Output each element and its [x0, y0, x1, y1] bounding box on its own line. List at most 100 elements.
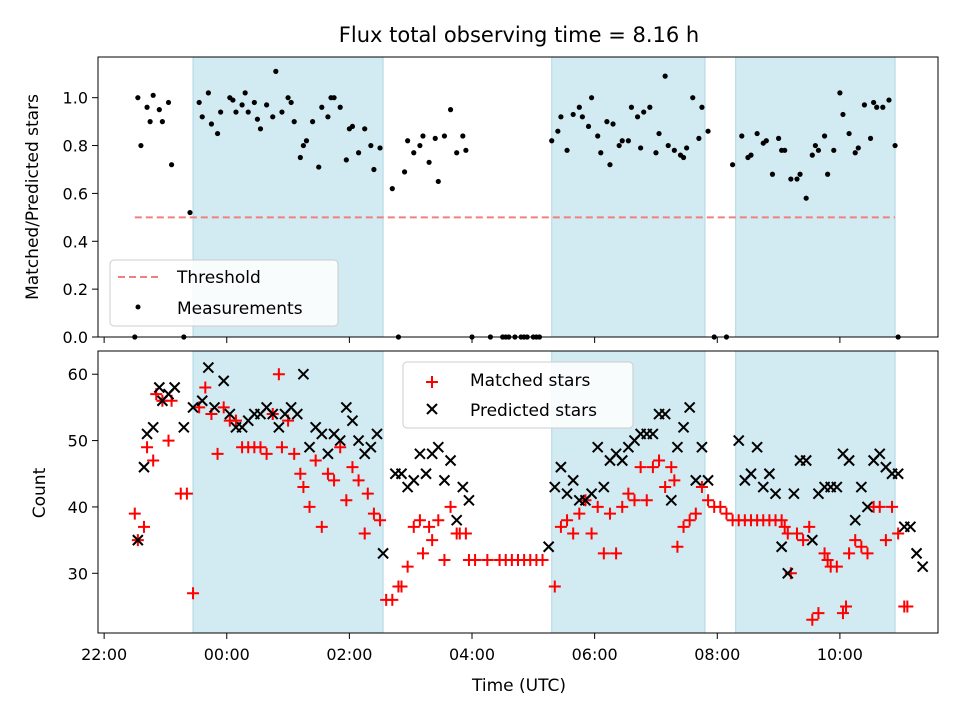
predicted-star-point [432, 441, 444, 453]
top-shade-2 [735, 56, 896, 338]
measurement-point [417, 142, 423, 149]
matched-star-point [141, 441, 154, 454]
measurement-point [607, 162, 613, 168]
matched-star-point [689, 507, 702, 520]
predicted-star-point [800, 454, 812, 467]
matched-star-point [395, 580, 408, 593]
matched-star-point [714, 500, 727, 513]
bottom-ylabel: Count [30, 467, 50, 518]
x-tick-label: 02:00 [326, 645, 372, 664]
measurement-point [576, 104, 582, 110]
measurement-point [671, 147, 677, 153]
predicted-star-point [178, 421, 190, 434]
measurement-point [401, 169, 408, 175]
matched-star-point [260, 447, 273, 460]
bottom-ytick-label: 50 [68, 432, 88, 451]
matched-star-point [591, 500, 604, 513]
measurement-point [242, 90, 248, 96]
measurement-point [680, 154, 687, 161]
measurement-point [769, 171, 776, 177]
predicted-star-point [267, 408, 279, 420]
predicted-star-point [147, 421, 159, 434]
predicted-star-point [677, 421, 690, 434]
measurement-point [619, 138, 625, 144]
predicted-star-point [555, 461, 567, 473]
matched-star-point [879, 534, 892, 547]
predicted-star-point [463, 494, 475, 507]
predicted-star-point [671, 441, 684, 453]
matched-star-point [849, 534, 862, 547]
matched-star-point [892, 527, 905, 540]
predicted-star-point [334, 434, 346, 447]
measurement-point [337, 104, 343, 110]
measurement-point [447, 107, 454, 113]
matched-star-point [840, 600, 853, 613]
measurement-point [300, 142, 307, 149]
measurement-point [837, 90, 843, 96]
measurement-point [285, 95, 291, 101]
measurement-point [165, 99, 172, 106]
measurement-point [815, 147, 822, 153]
matched-star-point [438, 554, 451, 567]
measurement-point [825, 171, 831, 177]
predicted-star-point [567, 474, 579, 487]
predicted-star-point [414, 448, 426, 460]
measurement-point [788, 176, 794, 182]
top-shade-1 [551, 56, 706, 338]
top-ylabel: Matched/Predicted stars [23, 94, 43, 300]
measurement-point [549, 138, 555, 144]
measurement-point [641, 109, 647, 115]
measurement-point [426, 159, 432, 165]
matched-star-point [294, 467, 307, 480]
top-ytick-label: 1.0 [63, 89, 88, 108]
measurement-point [135, 95, 141, 101]
predicted-star-point [168, 381, 181, 394]
legend-threshold-label: Threshold [176, 268, 261, 288]
matched-star-point [328, 474, 341, 487]
matched-star-point [585, 527, 598, 540]
matched-star-point [416, 547, 429, 560]
measurement-point [564, 147, 570, 153]
matched-star-point [217, 401, 230, 414]
measurement-point [245, 109, 251, 115]
predicted-star-point [395, 468, 408, 480]
matched-star-point [843, 547, 856, 560]
measurement-point [279, 109, 285, 115]
measurement-point [748, 152, 754, 158]
matched-star-point [321, 467, 334, 480]
measurement-point [319, 104, 325, 110]
matched-star-point [352, 474, 365, 487]
legend-measurements-swatch [135, 304, 141, 310]
predicted-star-point [138, 461, 150, 473]
predicted-star-point [702, 474, 714, 487]
predicted-star-point [775, 541, 788, 553]
predicted-star-point [132, 534, 144, 546]
predicted-star-point [187, 401, 199, 414]
measurement-point [598, 150, 604, 156]
top-ytick-label: 0.0 [63, 328, 88, 347]
measurement-point [316, 164, 322, 170]
matched-star-point [386, 593, 399, 606]
matched-star-point [720, 507, 733, 520]
matched-star-point [873, 500, 886, 513]
x-tick-label: 04:00 [449, 645, 495, 664]
measurement-point [463, 147, 469, 153]
measurement-point [628, 104, 635, 110]
predicted-star-point [438, 474, 451, 487]
legend-predicted-label: Predicted stars [470, 401, 597, 421]
measurement-point [585, 123, 592, 130]
top-ytick-label: 0.4 [63, 232, 88, 251]
measurement-point [138, 142, 144, 149]
measurement-point [610, 121, 616, 127]
measurement-point [874, 104, 880, 110]
matched-star-point [303, 500, 316, 513]
measurement-point [273, 68, 279, 74]
predicted-star-point [904, 521, 917, 533]
measurement-point [368, 142, 374, 149]
measurement-point [168, 162, 175, 168]
predicted-star-point [659, 408, 671, 420]
predicted-star-point [561, 487, 573, 500]
matched-star-point [806, 613, 819, 626]
predicted-star-point [208, 401, 221, 414]
measurement-point [147, 119, 153, 125]
